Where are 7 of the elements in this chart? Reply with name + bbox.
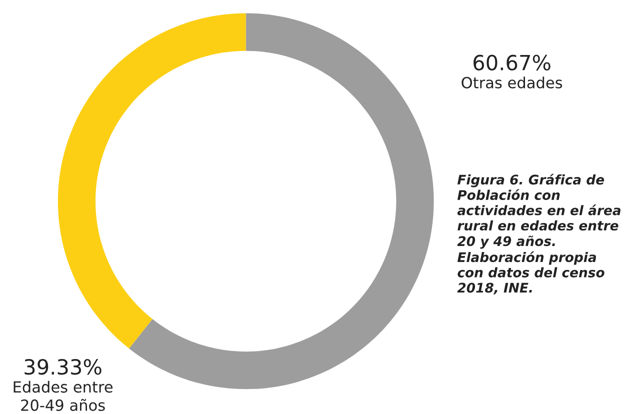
text: Figura 6. Gráfica de Población con actividades en el área rural en edades entre 20 y 49 años. Elaboración propia con datos del censo 2018, INE.: [457, 174, 620, 294]
data-label: 60.67%: [474, 54, 550, 70]
donut-slice: [129, 13, 434, 390]
donut-slice: [58, 13, 246, 348]
slice-label: Edades entre 20-49 años: [14, 380, 113, 411]
slice-label: Otras edades: [462, 76, 562, 88]
data-label: 39.33%: [24, 359, 102, 375]
